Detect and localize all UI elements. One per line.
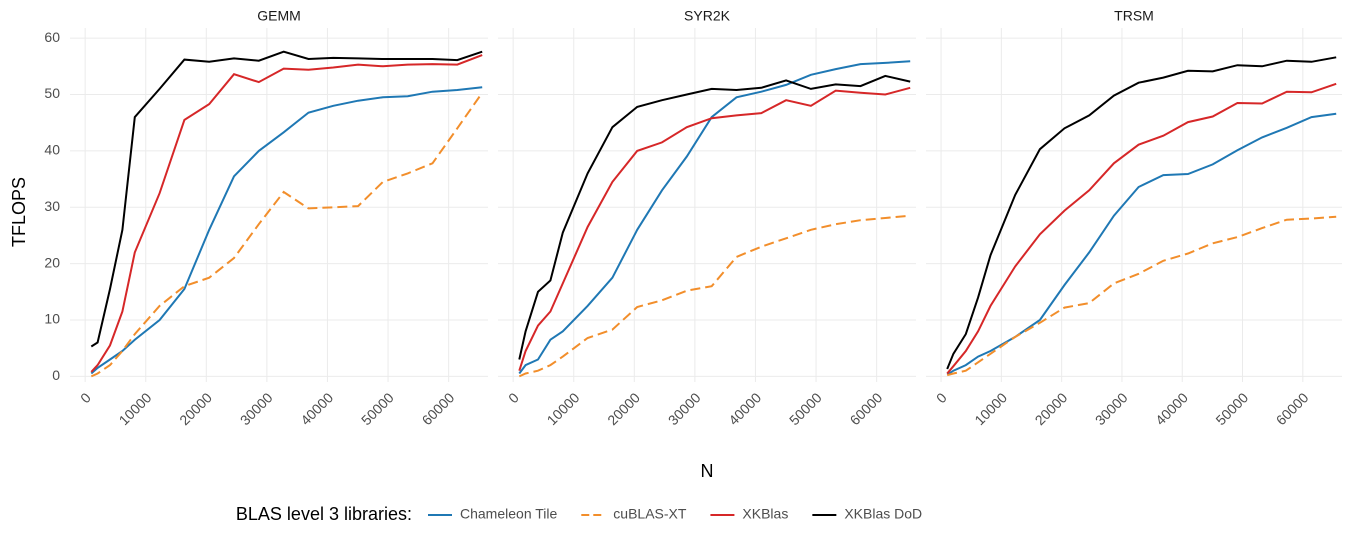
x-axis-label: N xyxy=(701,461,714,481)
x-tick-label: 60000 xyxy=(847,389,886,428)
y-tick-label: 50 xyxy=(44,85,60,101)
series-line xyxy=(518,86,911,372)
x-tick-label: 0 xyxy=(933,389,950,406)
series-line xyxy=(90,50,483,348)
x-tick-label: 20000 xyxy=(604,389,643,428)
y-tick-label: 0 xyxy=(52,367,60,383)
x-tick-label: 10000 xyxy=(544,389,583,428)
legend-title: BLAS level 3 libraries: xyxy=(236,504,412,524)
x-tick-label: 20000 xyxy=(1032,389,1071,428)
legend-label: XKBlas xyxy=(742,506,788,522)
x-tick-label: 0 xyxy=(505,389,522,406)
series-line xyxy=(946,56,1337,370)
panel-title: TRSM xyxy=(1114,8,1154,24)
x-tick-label: 0 xyxy=(77,389,94,406)
series-line xyxy=(518,60,911,375)
panel-title: SYR2K xyxy=(684,8,731,24)
series-line xyxy=(946,215,1337,377)
series-line xyxy=(90,54,483,373)
x-tick-label: 40000 xyxy=(725,389,764,428)
x-tick-label: 30000 xyxy=(1092,389,1131,428)
x-tick-label: 10000 xyxy=(116,389,155,428)
series-line xyxy=(946,82,1337,375)
series-line xyxy=(518,214,911,378)
series-line xyxy=(518,74,911,360)
y-tick-label: 10 xyxy=(44,311,60,327)
y-tick-label: 40 xyxy=(44,142,60,158)
x-tick-label: 40000 xyxy=(1152,389,1191,428)
legend-label: XKBlas DoD xyxy=(844,506,922,522)
x-tick-label: 50000 xyxy=(358,389,397,428)
panel-title: GEMM xyxy=(257,8,301,24)
series-line xyxy=(90,92,484,378)
x-tick-label: 10000 xyxy=(971,389,1010,428)
y-tick-label: 30 xyxy=(44,198,60,214)
x-tick-label: 60000 xyxy=(1273,389,1312,428)
y-tick-label: 20 xyxy=(44,254,60,270)
x-tick-label: 30000 xyxy=(665,389,704,428)
x-tick-label: 30000 xyxy=(237,389,276,428)
x-tick-label: 60000 xyxy=(419,389,458,428)
x-tick-label: 50000 xyxy=(786,389,825,428)
x-tick-label: 50000 xyxy=(1212,389,1251,428)
x-tick-label: 40000 xyxy=(297,389,336,428)
legend-label: Chameleon Tile xyxy=(460,506,557,522)
series-line xyxy=(946,112,1337,376)
x-tick-label: 20000 xyxy=(176,389,215,428)
y-tick-label: 60 xyxy=(44,29,60,45)
legend-label: cuBLAS-XT xyxy=(613,506,687,522)
series-line xyxy=(90,86,483,375)
y-axis-label: TFLOPS xyxy=(9,177,29,247)
